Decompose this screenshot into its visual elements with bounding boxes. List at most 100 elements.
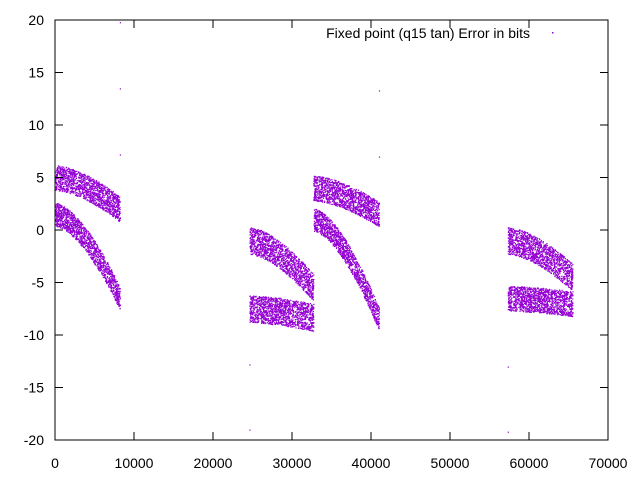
data-point [87, 249, 90, 251]
data-point [111, 190, 113, 192]
data-point [110, 211, 112, 213]
data-point [304, 291, 306, 293]
data-point [99, 183, 101, 185]
data-point [79, 242, 81, 244]
data-point [307, 286, 309, 288]
data-point [309, 291, 311, 293]
data-point [252, 252, 254, 254]
data-point [272, 313, 274, 315]
data-point [62, 174, 64, 176]
data-point [65, 181, 67, 183]
data-point [253, 295, 255, 297]
data-point [262, 248, 264, 250]
data-point [301, 308, 303, 311]
data-point [256, 233, 259, 235]
data-point [60, 225, 62, 228]
data-point [78, 228, 81, 230]
data-point [78, 224, 80, 226]
data-point [80, 186, 82, 188]
data-point [274, 304, 276, 306]
data-point [102, 202, 104, 204]
data-point [303, 307, 305, 309]
data-point [71, 173, 73, 175]
data-point [105, 191, 107, 193]
data-point [269, 299, 271, 301]
data-point [276, 263, 278, 265]
data-point [88, 188, 90, 190]
data-point [82, 228, 84, 230]
data-point [82, 245, 84, 247]
data-point [275, 246, 277, 248]
data-point [312, 294, 314, 296]
data-point [61, 212, 63, 214]
data-point [59, 184, 61, 186]
data-point [103, 204, 105, 206]
data-point [104, 185, 106, 187]
data-point [304, 301, 306, 304]
data-point [289, 273, 291, 276]
data-point [62, 168, 64, 170]
data-point [250, 227, 252, 229]
data-point [77, 232, 79, 234]
data-point [92, 185, 94, 187]
data-point [280, 268, 283, 270]
data-point [66, 226, 68, 228]
data-point [84, 176, 86, 178]
data-point [105, 199, 107, 201]
data-point [298, 281, 300, 283]
data-point [109, 286, 111, 288]
data-point [89, 235, 91, 237]
data-point [72, 234, 74, 236]
data-point [85, 194, 87, 196]
data-point [114, 215, 116, 217]
data-point [89, 197, 92, 199]
data-point [95, 248, 97, 250]
data-point [299, 270, 301, 272]
data-point [61, 220, 63, 222]
data-point [292, 322, 294, 324]
data-point [84, 184, 86, 186]
data-point [304, 325, 306, 327]
data-point [67, 178, 69, 180]
data-point [58, 210, 60, 212]
data-point [60, 182, 62, 184]
data-point [91, 186, 93, 188]
data-point [65, 172, 67, 174]
data-point [302, 283, 304, 285]
data-point [250, 253, 252, 255]
data-point [273, 260, 275, 262]
data-point [252, 316, 254, 318]
data-point [107, 281, 109, 283]
data-point [263, 318, 265, 320]
data-point [66, 187, 68, 189]
data-point [264, 250, 266, 253]
data-point [86, 183, 89, 185]
data-point [104, 276, 106, 278]
data-point [275, 243, 277, 245]
data-point [94, 248, 96, 251]
data-point [278, 259, 280, 262]
data-point [307, 287, 309, 289]
data-point [109, 277, 111, 279]
data-point [304, 281, 306, 283]
data-point [293, 258, 295, 260]
data-point [107, 284, 110, 286]
data-point [265, 247, 268, 249]
data-point [301, 280, 303, 282]
data-point [310, 287, 312, 289]
data-point [293, 271, 295, 273]
data-point [272, 240, 274, 242]
data-point [260, 256, 262, 258]
data-point [299, 275, 301, 277]
data-point [269, 253, 271, 255]
data-point [262, 235, 264, 237]
data-point [76, 173, 78, 175]
data-point [299, 263, 301, 265]
data-point [56, 176, 58, 178]
data-point [268, 304, 270, 306]
data-point [67, 220, 70, 222]
data-point [270, 235, 272, 237]
data-point [264, 236, 266, 238]
data-point [67, 184, 69, 186]
data-point [308, 324, 310, 326]
